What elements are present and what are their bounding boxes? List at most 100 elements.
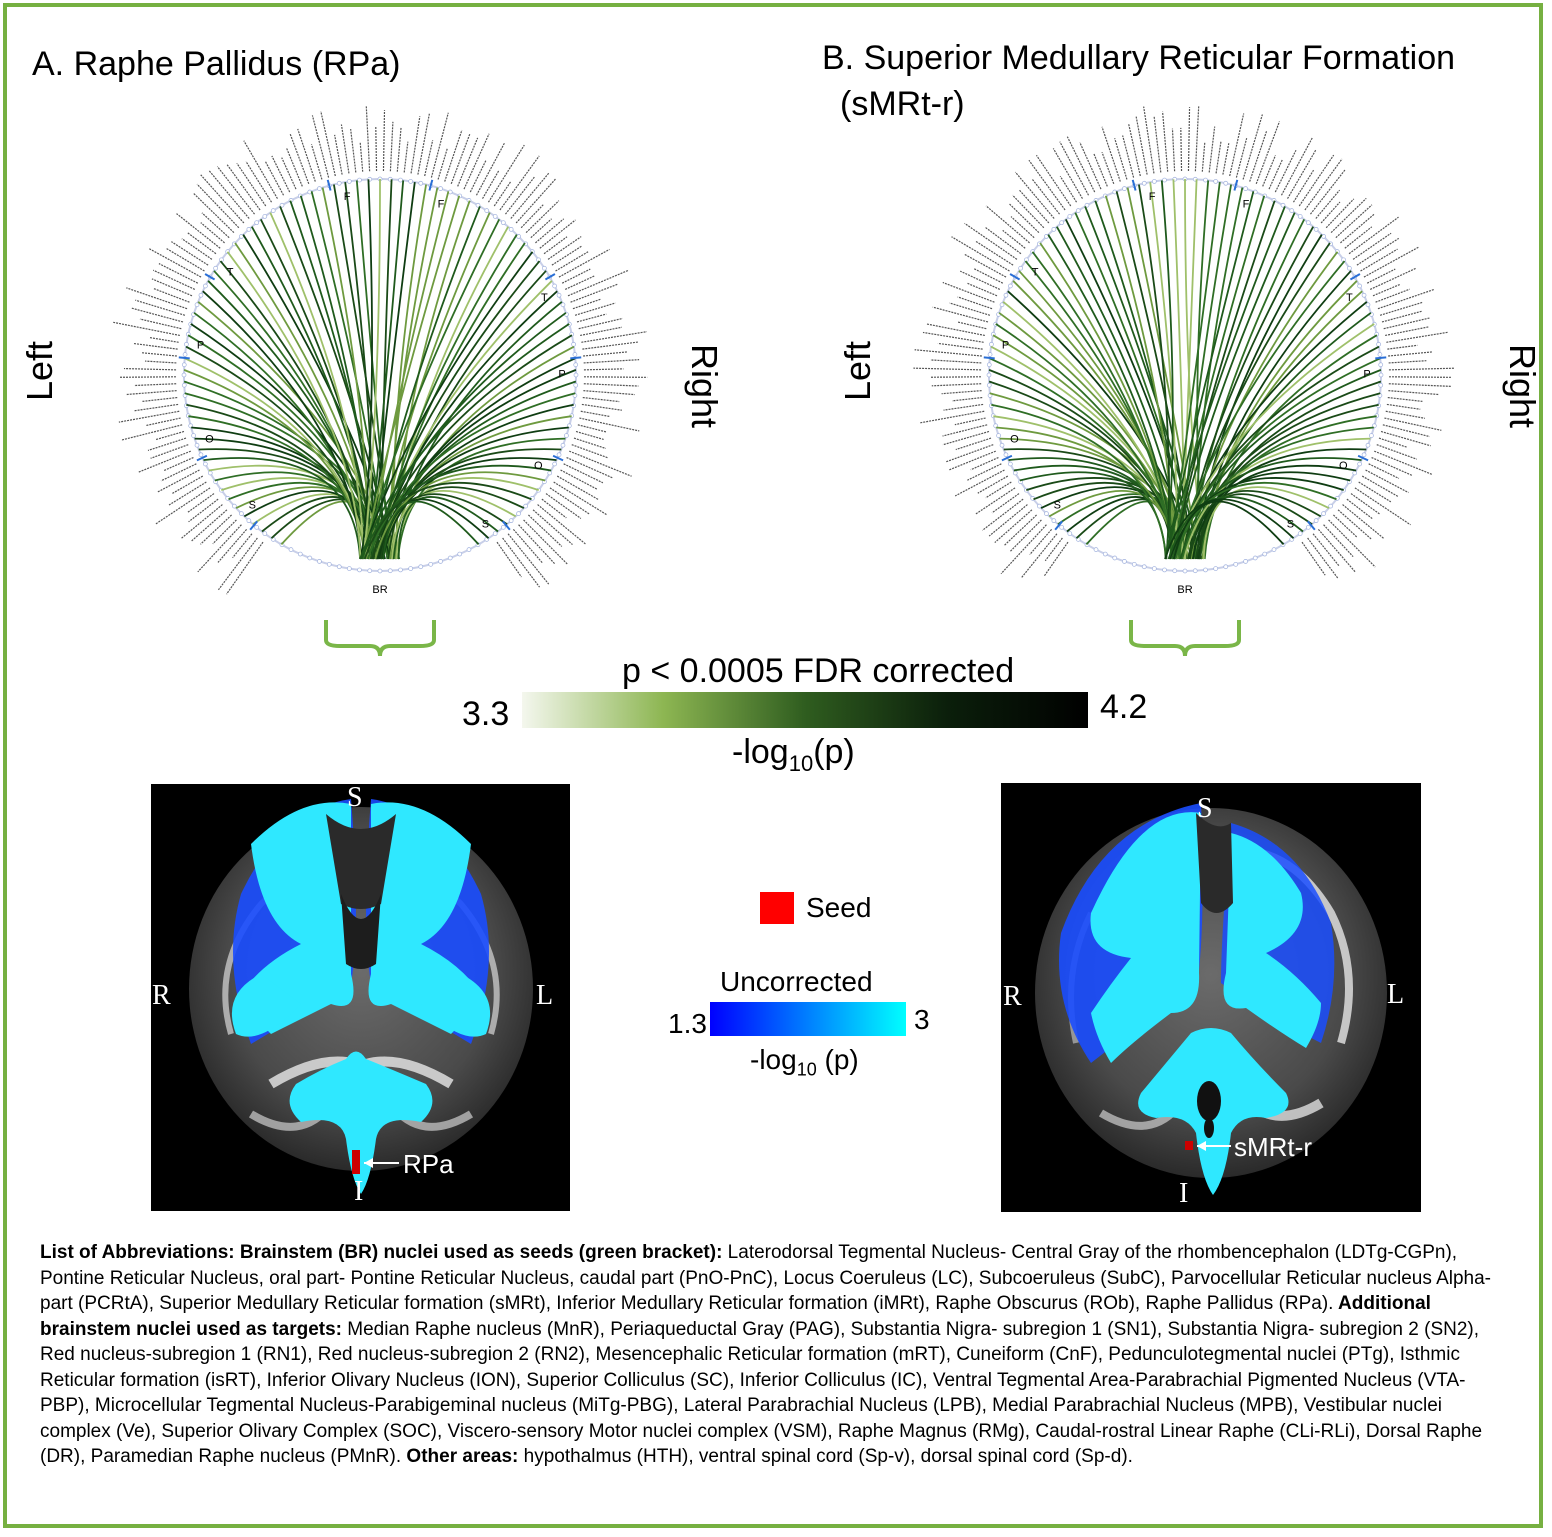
connection-chord <box>1167 496 1304 560</box>
ring-node <box>231 503 237 509</box>
region-label-stroke <box>389 121 394 172</box>
ring-node <box>1122 186 1127 191</box>
region-label-stroke <box>1012 194 1045 229</box>
region-label-stroke <box>570 283 619 303</box>
region-label-stroke <box>437 148 448 180</box>
region-label-stroke <box>1371 456 1413 477</box>
connection-chord <box>1172 212 1296 560</box>
region-label-stroke <box>977 475 1009 494</box>
region-label-stroke <box>957 321 987 330</box>
region-label-stroke <box>1388 351 1433 357</box>
region-label-stroke <box>264 160 285 196</box>
panel-b-right-label: Right <box>1502 343 1544 429</box>
region-label-stroke <box>1376 444 1417 460</box>
region-label-stroke <box>285 147 303 187</box>
region-label-stroke <box>1304 158 1343 211</box>
region-label-stroke <box>942 281 995 303</box>
ring-node <box>1305 220 1311 226</box>
region-label-stroke <box>957 296 993 310</box>
lobe-divider-tick <box>502 520 511 531</box>
fdr-colorbar-max: 4.2 <box>1100 688 1148 726</box>
ring-node <box>500 524 506 530</box>
region-label-stroke <box>217 528 248 563</box>
lobe-marker-label: F <box>438 199 445 211</box>
ring-node <box>262 531 268 536</box>
connection-chord <box>1190 218 1306 560</box>
region-label-stroke <box>334 134 343 175</box>
region-label-stroke <box>133 342 178 350</box>
panel-a-connectogram: BR F F T T P P O O S S <box>113 105 648 657</box>
connection-chord <box>1192 312 1372 560</box>
region-label-stroke <box>572 298 601 310</box>
region-label-stroke <box>171 241 209 266</box>
ring-node <box>246 518 252 524</box>
ring-node <box>1141 180 1147 186</box>
seed-marker-a <box>352 1150 360 1174</box>
region-label-stroke <box>919 410 985 424</box>
connection-chord <box>1164 206 1286 560</box>
region-label-stroke <box>217 537 258 591</box>
ring-node <box>1036 503 1042 509</box>
region-label-stroke <box>502 537 541 588</box>
ring-node <box>996 433 1001 438</box>
region-label-stroke <box>583 390 635 396</box>
region-label-stroke <box>196 183 240 229</box>
ring-node <box>986 362 992 368</box>
region-label-stroke <box>137 450 191 473</box>
connection-chord <box>193 312 373 560</box>
region-label-stroke <box>1323 524 1354 558</box>
region-label-stroke <box>166 248 205 272</box>
region-label-stroke <box>556 475 599 501</box>
region-label-stroke <box>1021 533 1058 579</box>
region-label-stroke <box>192 192 235 234</box>
lobe-marker-label: O <box>534 460 543 472</box>
ring-node <box>239 511 244 516</box>
region-label-stroke <box>430 112 449 178</box>
region-label-stroke <box>1029 528 1053 556</box>
region-label-stroke <box>954 417 986 426</box>
connection-chord <box>359 323 570 560</box>
lobe-marker-label: F <box>1243 199 1250 211</box>
ring-node <box>194 302 200 308</box>
lobe-marker-label: S <box>1287 518 1294 530</box>
brain-b-seed-annotation: sMRt-r <box>1234 1132 1312 1162</box>
panel-b-title-line1: B. Superior Medullary Reticular Formatio… <box>822 39 1456 77</box>
ring-node <box>1044 511 1049 516</box>
region-label-stroke <box>1369 267 1416 290</box>
ring-node <box>1141 564 1147 570</box>
abbrev-heading-seeds: List of Abbreviations: Brainstem (BR) nu… <box>40 1242 723 1263</box>
figure-border <box>3 3 1543 1528</box>
region-label-stroke <box>403 141 409 173</box>
connection-chord <box>362 195 461 560</box>
ring-node <box>1361 452 1367 458</box>
region-label-stroke <box>457 137 479 187</box>
brain-a-superior-label: S <box>347 784 363 813</box>
ring-node <box>1357 283 1362 289</box>
ring-node <box>181 382 187 388</box>
ring-node <box>564 433 569 438</box>
connection-chord <box>1172 200 1276 560</box>
ring-node <box>1003 452 1009 458</box>
connection-chord <box>362 178 381 560</box>
region-label-stroke <box>475 142 506 196</box>
region-label-stroke <box>583 359 640 364</box>
region-label-stroke <box>144 360 177 364</box>
ring-node <box>552 283 557 289</box>
region-label-stroke <box>139 318 182 330</box>
region-label-stroke <box>1044 537 1063 562</box>
ring-node <box>573 362 579 368</box>
region-label-stroke <box>561 268 591 284</box>
panel-b-left-label: Left <box>837 340 879 402</box>
region-label-stroke <box>1352 232 1392 260</box>
region-label-stroke <box>424 140 434 177</box>
panel-b-green-bracket <box>1129 620 1241 657</box>
ring-node <box>457 551 463 557</box>
region-label-stroke <box>1325 198 1355 229</box>
ring-node <box>1018 265 1023 271</box>
abbrev-heading-other: Other areas: <box>401 1446 519 1467</box>
region-label-stroke <box>1340 213 1375 244</box>
ring-node <box>1059 220 1065 226</box>
region-label-stroke <box>1330 197 1367 234</box>
region-label-stroke <box>1035 154 1072 207</box>
lobe-divider-tick <box>1375 356 1387 360</box>
